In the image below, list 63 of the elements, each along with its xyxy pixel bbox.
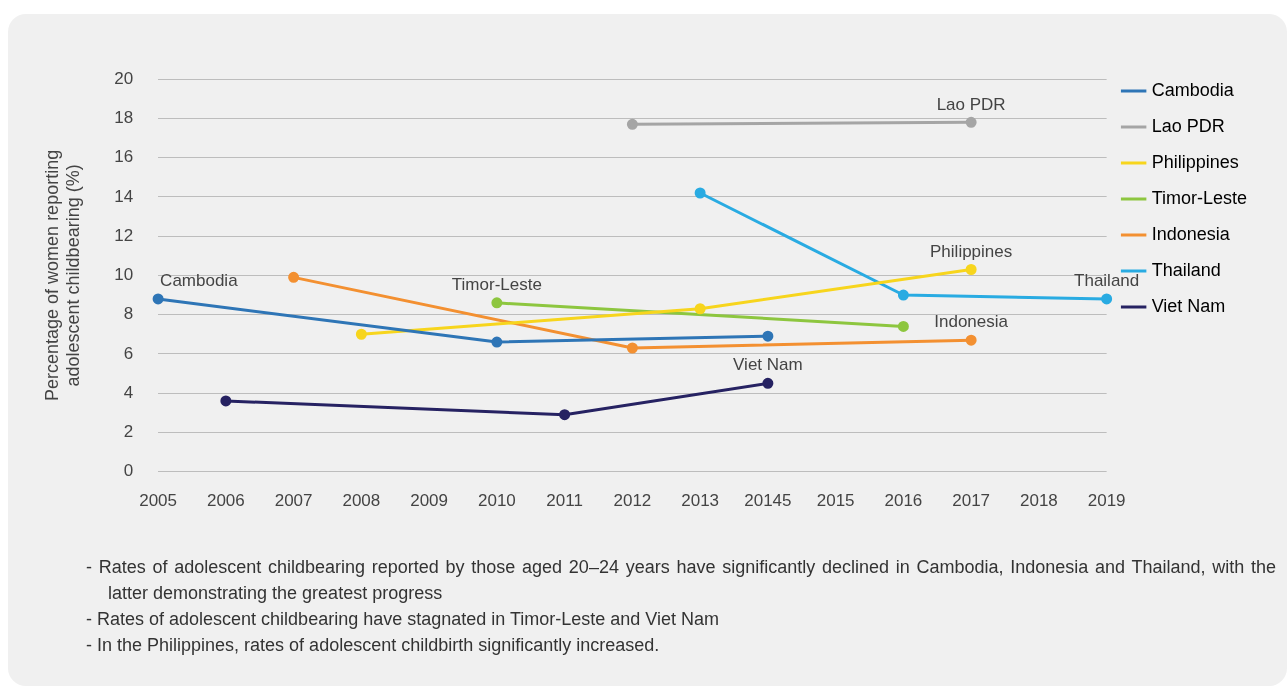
y-tick-label: 6 (123, 343, 134, 363)
y-tick-label: 10 (114, 265, 134, 285)
point (694, 303, 706, 315)
legend-label: Lao PDR (1151, 115, 1225, 136)
x-tick-label: 20145 (744, 491, 792, 511)
annotation: Lao PDR (936, 94, 1006, 114)
legend-label: Timor-Leste (1151, 187, 1248, 208)
point (559, 409, 571, 421)
y-tick-label: 2 (123, 422, 134, 442)
x-tick-label: 2010 (477, 491, 516, 511)
legend-label: Philippines (1151, 151, 1239, 172)
annotation: Thailand (1074, 271, 1140, 291)
point (897, 289, 909, 301)
point (965, 116, 977, 128)
y-tick-label: 14 (114, 186, 134, 206)
point (965, 264, 977, 276)
x-tick-label: 2005 (139, 491, 178, 511)
text: - In the Philippines, rates of adolescent childbirth significantly increased. (86, 634, 661, 657)
x-tick-label: 2006 (206, 491, 245, 511)
legend-label: Thailand (1151, 259, 1221, 280)
x-tick-label: 2012 (613, 491, 652, 511)
annotation: Philippines (930, 241, 1013, 261)
x-tick-label: 2007 (274, 491, 313, 511)
point (965, 334, 977, 346)
y-axis-title: Percentage of women reporting adolescent childbearing (%) (41, 149, 84, 401)
x-tick-label: 2013 (681, 491, 720, 511)
x-tick-label: 2016 (884, 491, 923, 511)
point (288, 271, 300, 283)
point (355, 328, 367, 340)
annotation: Cambodia (160, 271, 239, 291)
x-tick-label: 2019 (1087, 491, 1126, 511)
y-tick-label: 12 (114, 225, 134, 245)
point (1101, 293, 1113, 305)
legend-label: Viet Nam (1151, 295, 1226, 316)
legend-label: Cambodia (1151, 79, 1235, 100)
point (220, 395, 232, 407)
y-tick-label: 18 (114, 108, 134, 128)
point (694, 187, 706, 199)
y-tick-label: 8 (123, 304, 134, 324)
y-tick-label: 4 (123, 382, 134, 402)
point (897, 320, 909, 332)
legend-label: Indonesia (1151, 223, 1231, 244)
x-tick-label: 2011 (546, 491, 583, 511)
x-tick-label: 2009 (410, 491, 449, 511)
point (626, 342, 638, 354)
point (626, 118, 638, 130)
x-tick-label: 2018 (1019, 491, 1058, 511)
point (762, 330, 774, 342)
y-tick-label: 20 (114, 68, 134, 88)
text: - Rates of adolescent childbearing have stagnated in Timor-Leste and Viet Nam (86, 608, 721, 631)
point (762, 377, 774, 389)
annotation: Viet Nam (733, 355, 803, 375)
x-tick-label: 2015 (816, 491, 855, 511)
annotation: Timor-Leste (451, 275, 542, 295)
x-tick-label: 2017 (952, 491, 991, 511)
point (491, 297, 503, 309)
y-tick-label: 16 (114, 147, 134, 167)
annotation: Indonesia (934, 312, 1009, 332)
point (491, 336, 503, 348)
y-tick-label: 0 (123, 461, 134, 481)
x-tick-label: 2008 (342, 491, 381, 511)
point (152, 293, 164, 305)
text: - Rates of adolescent childbearing reported by those aged 20–24 years have significantly declined in Cambodia, Indonesia and Thailand, with the latter demonstrating the greatest progress (86, 556, 1276, 605)
